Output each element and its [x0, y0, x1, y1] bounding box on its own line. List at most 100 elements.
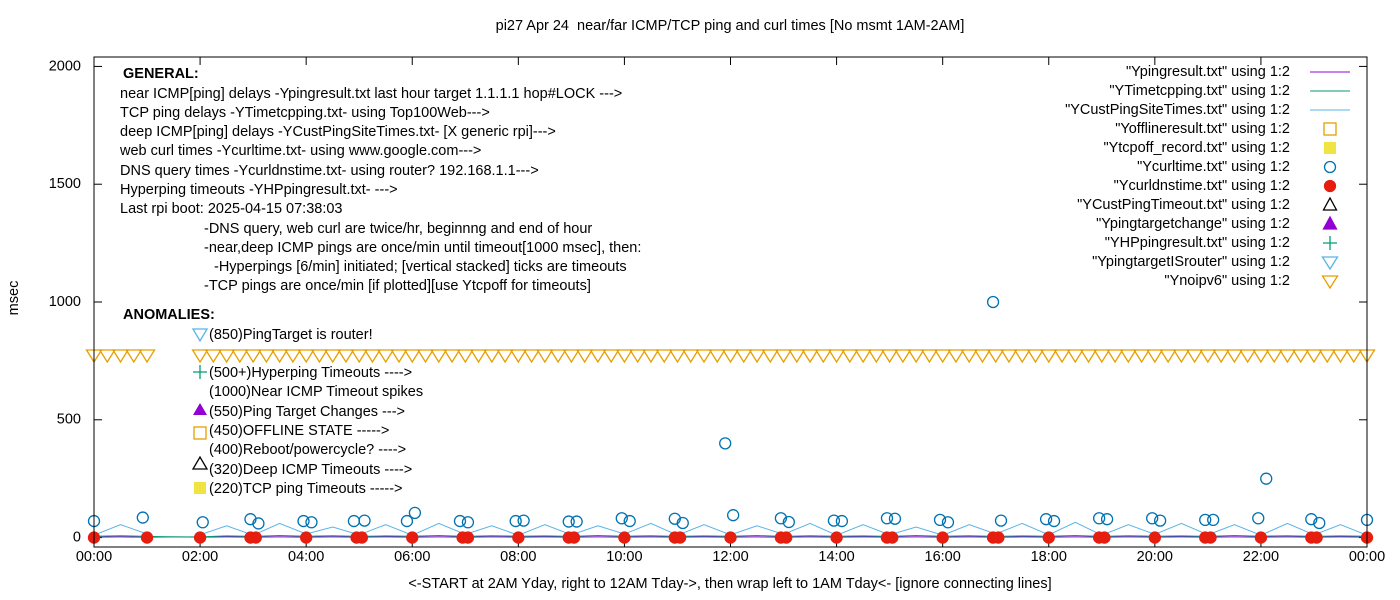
annotation: GENERAL: [123, 66, 199, 82]
point [1092, 512, 1106, 525]
annotation: Hyperping timeouts -YHPpingresult.txt- -… [120, 182, 398, 198]
point [761, 349, 779, 364]
point [461, 516, 475, 529]
icon [193, 365, 207, 379]
point [358, 514, 371, 527]
point [1204, 531, 1217, 544]
point [894, 349, 912, 364]
point [941, 516, 955, 529]
point [570, 515, 583, 528]
point [655, 349, 673, 364]
y-tick-label: 1000 [49, 294, 81, 310]
x-tick-label: 00:00 [1349, 549, 1385, 565]
point [1313, 516, 1326, 530]
point [284, 349, 302, 364]
point [801, 349, 819, 364]
plot-border [93, 56, 1368, 548]
point [1098, 531, 1111, 544]
point [1053, 349, 1071, 364]
point [1106, 349, 1124, 364]
point [774, 512, 788, 525]
point [748, 349, 766, 364]
x-tick-label: 08:00 [500, 549, 536, 565]
point [708, 349, 726, 364]
point [719, 437, 732, 450]
point [827, 514, 841, 527]
annotation: (500+)Hyperping Timeouts ----> [209, 365, 412, 381]
point [920, 349, 939, 364]
point [1310, 531, 1323, 544]
point [880, 512, 894, 525]
x-tick-label: 20:00 [1137, 549, 1173, 565]
plot-area [85, 295, 1376, 544]
point [724, 531, 737, 544]
point [111, 349, 130, 364]
annotation: -TCP pings are once/min [if plotted][use… [204, 278, 591, 294]
annotation: near ICMP[ping] delays -Ypingresult.txt … [120, 86, 622, 102]
legend-label: "Ypingresult.txt" using 1:2 [1126, 64, 1290, 80]
point [270, 349, 289, 364]
legend-swatch [1323, 122, 1337, 136]
point [355, 531, 369, 544]
point [1026, 349, 1045, 364]
point [416, 349, 435, 364]
x-tick-label: 12:00 [712, 549, 748, 565]
point [735, 349, 753, 364]
point [1212, 349, 1230, 364]
point [408, 506, 422, 519]
point [217, 349, 236, 364]
point [673, 531, 687, 544]
point [682, 349, 700, 364]
point [1040, 349, 1058, 364]
point [1292, 349, 1310, 364]
point [1252, 512, 1265, 525]
point [249, 531, 262, 544]
point [1238, 349, 1257, 364]
point [567, 531, 581, 544]
annotation: -DNS query, web curl are twice/hr, begin… [204, 221, 592, 237]
x-tick-label: 04:00 [288, 549, 324, 565]
point [1305, 349, 1323, 364]
point [888, 512, 902, 525]
point [377, 349, 395, 364]
point [695, 349, 713, 364]
point [880, 349, 899, 364]
point [509, 349, 528, 364]
point [1148, 531, 1161, 544]
point [886, 531, 899, 544]
point [305, 516, 318, 529]
point [310, 349, 329, 364]
point [782, 515, 795, 529]
point [517, 514, 530, 527]
point [483, 349, 501, 364]
point [125, 349, 143, 364]
legend-swatch [1323, 179, 1337, 193]
icon [191, 455, 209, 470]
point [350, 349, 368, 364]
point [721, 349, 740, 364]
annotation: -Hyperpings [6/min] initiated; [vertical… [214, 259, 627, 275]
point [1305, 513, 1318, 526]
icon [193, 403, 207, 415]
point [1207, 513, 1220, 527]
point [231, 349, 249, 364]
point [456, 349, 474, 364]
point [1079, 349, 1098, 364]
point [629, 349, 647, 364]
legend-swatch [1321, 275, 1339, 290]
point [140, 531, 154, 544]
point [1331, 349, 1350, 364]
point [252, 517, 265, 530]
x-tick-label: 22:00 [1243, 549, 1279, 565]
annotation: (220)TCP ping Timeouts -----> [209, 481, 403, 497]
point [1172, 349, 1191, 364]
point [575, 349, 594, 364]
legend-label: "Ynoipv6" using 1:2 [1164, 273, 1290, 289]
x-tick-label: 02:00 [182, 549, 218, 565]
point [1260, 472, 1273, 485]
point [788, 349, 806, 364]
point [1185, 349, 1204, 364]
point [867, 349, 886, 364]
point [1153, 514, 1167, 527]
